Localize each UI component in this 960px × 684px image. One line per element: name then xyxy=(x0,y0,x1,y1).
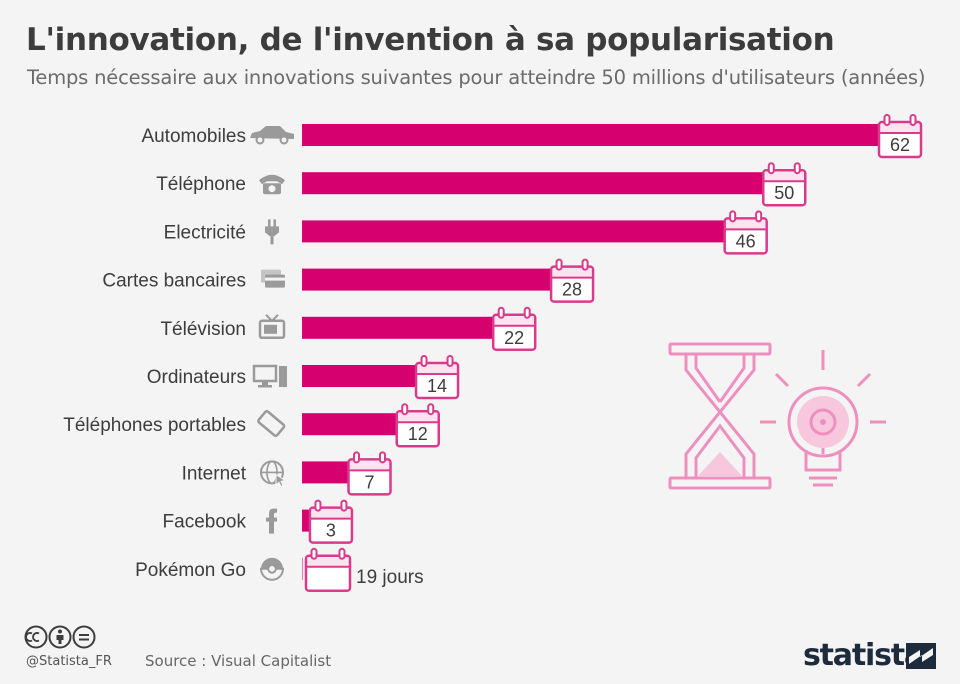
category-label: Téléphone xyxy=(156,174,246,195)
bar-value-label: 3 xyxy=(326,521,336,541)
telephone-icon xyxy=(259,174,285,195)
hourglass-lightbulb-icon xyxy=(668,342,886,490)
category-label: Ordinateurs xyxy=(147,367,246,388)
bar xyxy=(302,172,785,195)
chart-title: L'innovation, de l'invention à sa popula… xyxy=(26,22,835,58)
footer-source: Source : Visual Capitalist xyxy=(145,652,332,670)
creative-commons-icons xyxy=(24,625,96,649)
category-label: Pokémon Go xyxy=(135,560,246,581)
bar-row: Téléphones portables 12 xyxy=(63,403,440,448)
bar-row: Internet 7 xyxy=(182,451,392,496)
bar-row: Téléphone 50 xyxy=(156,162,807,207)
globe-icon xyxy=(260,460,287,488)
tv-icon xyxy=(258,314,286,340)
bar-row: Facebook 3 xyxy=(163,499,354,544)
bar-value-label: 22 xyxy=(504,328,524,348)
bar xyxy=(302,220,746,243)
category-label: Automobiles xyxy=(141,126,246,147)
bar-row: Ordinateurs 14 xyxy=(147,355,460,400)
category-label: Internet xyxy=(182,463,247,484)
bar xyxy=(302,413,418,436)
bar-value-label: 46 xyxy=(736,231,756,251)
computer-icon xyxy=(252,364,287,388)
pokeball-icon xyxy=(259,557,285,581)
bar xyxy=(302,124,900,146)
category-label: Electricité xyxy=(164,222,246,243)
plug-icon xyxy=(265,219,279,245)
bar-value-label: 62 xyxy=(890,135,910,155)
category-label: Facebook xyxy=(163,512,247,533)
bar-value-label: 12 xyxy=(408,424,428,444)
bar xyxy=(302,557,303,580)
bar-value-label: 7 xyxy=(365,472,375,492)
category-label: Cartes bancaires xyxy=(102,271,246,292)
facebook-icon xyxy=(266,508,277,534)
credit-card-icon xyxy=(261,269,285,288)
bar-value-label: 50 xyxy=(774,183,794,203)
category-label: Télévision xyxy=(160,319,246,340)
brand-logo: statista xyxy=(803,638,924,673)
car-icon xyxy=(250,126,294,145)
bar xyxy=(302,365,438,387)
bar xyxy=(302,316,515,339)
bar-row: Cartes bancaires 28 xyxy=(102,258,595,303)
bar-row: Electricité 46 xyxy=(164,210,768,255)
chart-subtitle: Temps nécessaire aux innovations suivant… xyxy=(27,66,926,89)
footer-handle: @Statista_FR xyxy=(26,654,112,669)
statista-logo-icon xyxy=(906,643,936,669)
mobile-phone-icon xyxy=(257,410,286,438)
bar xyxy=(302,268,573,291)
bar-row: Télévision 22 xyxy=(160,306,537,352)
bar-value-label: 19 jours xyxy=(356,567,424,588)
bar-value-label: 14 xyxy=(427,376,447,396)
bar-value-label: 28 xyxy=(562,280,582,300)
bar-row: Pokémon Go 19 jours xyxy=(135,547,424,593)
bar-row: Automobiles 62 xyxy=(141,114,923,159)
category-label: Téléphones portables xyxy=(63,415,246,436)
